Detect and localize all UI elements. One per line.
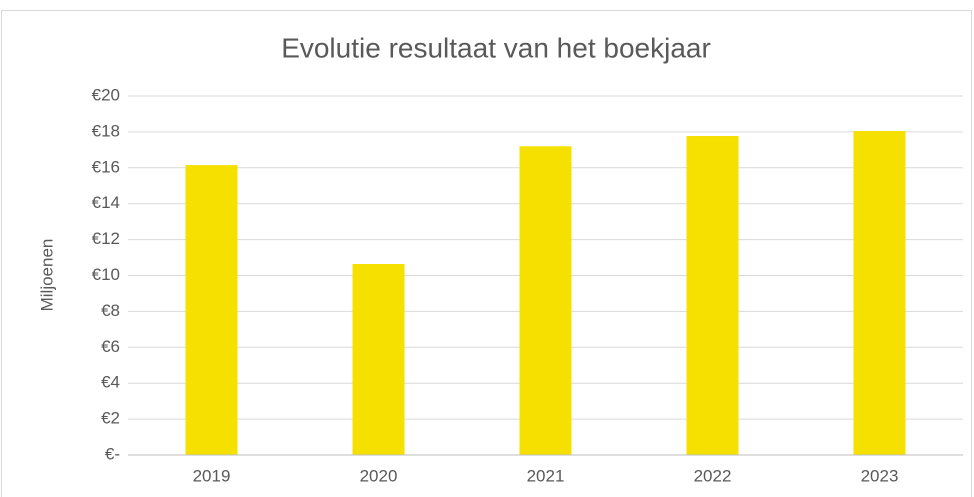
y-tick-label: €6 (101, 337, 120, 356)
x-tick-label: 2019 (193, 466, 231, 485)
y-axis-label: Miljoenen (37, 239, 56, 312)
y-tick-label: €- (105, 444, 120, 463)
y-tick-label: €12 (92, 229, 120, 248)
y-tick-label: €4 (101, 373, 120, 392)
x-tick-label: 2020 (360, 466, 398, 485)
y-tick-label: €8 (101, 301, 120, 320)
y-tick-label: €2 (101, 409, 120, 428)
y-tick-label: €10 (92, 265, 120, 284)
y-tick-label: €16 (92, 157, 120, 176)
x-tick-label: 2023 (861, 466, 899, 485)
y-tick-label: €14 (92, 193, 120, 212)
bar (185, 165, 238, 456)
bar (686, 136, 739, 455)
bar (853, 131, 906, 455)
y-tick-label: €18 (92, 121, 120, 140)
x-tick-label: 2022 (694, 466, 732, 485)
y-tick-label: €20 (92, 85, 120, 104)
bar (352, 264, 405, 455)
x-tick-label: 2021 (527, 466, 565, 485)
chart-title: Evolutie resultaat van het boekjaar (281, 32, 711, 63)
chart-border (1, 10, 972, 497)
bar (519, 146, 572, 455)
